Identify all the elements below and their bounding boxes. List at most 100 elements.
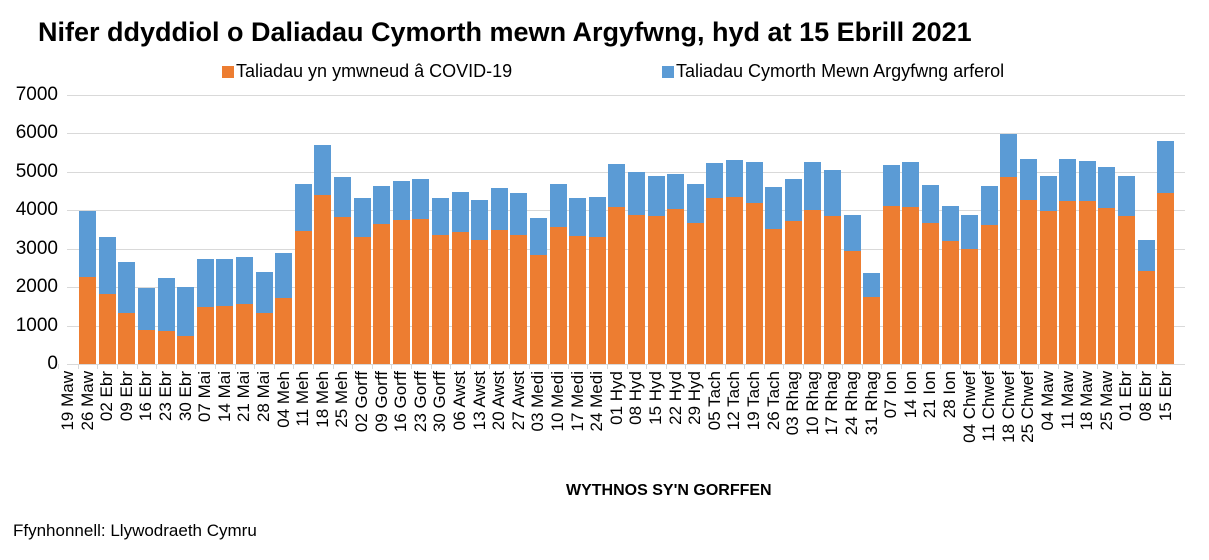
x-tick-label: 10 Rhag bbox=[803, 371, 822, 436]
bar-segment-regular bbox=[1157, 141, 1174, 193]
bar-segment-covid bbox=[99, 294, 116, 364]
x-tick-mark bbox=[254, 364, 255, 369]
x-tick-mark bbox=[489, 364, 490, 369]
stacked-bar bbox=[471, 200, 488, 364]
bar-segment-covid bbox=[158, 331, 175, 364]
legend-item-regular: Taliadau Cymorth Mewn Argyfwng arferol bbox=[662, 61, 1004, 82]
x-tick-label: 24 Medi bbox=[587, 371, 606, 432]
x-tick-mark bbox=[940, 364, 941, 369]
stacked-bar bbox=[589, 197, 606, 364]
bar-segment-regular bbox=[1040, 176, 1057, 212]
bar-segment-regular bbox=[295, 183, 312, 232]
x-tick-mark bbox=[921, 364, 922, 369]
stacked-bar bbox=[295, 183, 312, 364]
bar-segment-covid bbox=[216, 306, 233, 364]
x-tick-label: 18 Maw bbox=[1077, 371, 1096, 431]
bar-segment-covid bbox=[1079, 201, 1096, 364]
stacked-bar bbox=[393, 181, 410, 364]
stacked-bar bbox=[1040, 176, 1057, 364]
y-tick-label: 1000 bbox=[15, 315, 58, 336]
x-tick-label: 15 Ebr bbox=[1156, 371, 1175, 422]
x-tick-label: 18 Chwef bbox=[999, 371, 1018, 443]
bar-segment-covid bbox=[471, 240, 488, 364]
x-tick-label: 08 Ebr bbox=[1136, 371, 1155, 422]
bar-segment-regular bbox=[79, 210, 96, 278]
stacked-bar bbox=[314, 144, 331, 364]
x-tick-label: 05 Tach bbox=[705, 371, 724, 431]
bar-segment-regular bbox=[452, 192, 469, 232]
gridline bbox=[67, 249, 1185, 250]
stacked-bar bbox=[902, 162, 919, 364]
y-tick-label: 5000 bbox=[15, 161, 58, 182]
bar-segment-covid bbox=[334, 216, 351, 364]
stacked-bar bbox=[628, 171, 645, 364]
bar-segment-covid bbox=[687, 222, 704, 364]
stacked-bar bbox=[883, 164, 900, 364]
bar-segment-covid bbox=[1020, 200, 1037, 364]
x-tick-label: 25 Chwef bbox=[1018, 371, 1037, 443]
bar-segment-regular bbox=[589, 197, 606, 237]
bar-segment-regular bbox=[569, 197, 586, 237]
bar-segment-regular bbox=[706, 163, 723, 198]
x-tick-mark bbox=[1038, 364, 1039, 369]
stacked-bar bbox=[981, 186, 998, 364]
x-tick-label: 25 Meh bbox=[332, 371, 351, 428]
x-tick-label: 06 Awst bbox=[450, 371, 469, 431]
bar-segment-covid bbox=[765, 229, 782, 364]
stacked-bar bbox=[961, 215, 978, 364]
y-tick-label: 3000 bbox=[15, 238, 58, 259]
legend: Taliadau yn ymwneud â COVID-19 Taliadau … bbox=[0, 61, 1209, 85]
legend-swatch-regular-icon bbox=[662, 65, 674, 78]
stacked-bar bbox=[1020, 158, 1037, 364]
bar-segment-regular bbox=[961, 215, 978, 250]
x-tick-mark bbox=[117, 364, 118, 369]
x-tick-label: 21 Ion bbox=[920, 371, 939, 419]
stacked-bar bbox=[942, 206, 959, 364]
y-tick-label: 2000 bbox=[15, 276, 58, 297]
bar-segment-covid bbox=[1138, 270, 1155, 364]
x-tick-label: 08 Hyd bbox=[626, 371, 645, 425]
x-tick-mark bbox=[470, 364, 471, 369]
x-tick-mark bbox=[862, 364, 863, 369]
bar-segment-covid bbox=[883, 206, 900, 364]
bar-segment-regular bbox=[491, 187, 508, 230]
stacked-bar bbox=[138, 288, 155, 364]
bar-segment-covid bbox=[530, 255, 547, 364]
bar-segment-covid bbox=[785, 221, 802, 364]
bar-segment-covid bbox=[236, 304, 253, 364]
bar-segment-regular bbox=[118, 262, 135, 314]
bar-segment-regular bbox=[393, 181, 410, 221]
bar-segment-regular bbox=[687, 183, 704, 223]
x-tick-mark bbox=[215, 364, 216, 369]
legend-label-regular: Taliadau Cymorth Mewn Argyfwng arferol bbox=[676, 61, 1005, 81]
legend-swatch-covid-icon bbox=[222, 65, 234, 78]
bar-segment-regular bbox=[314, 144, 331, 195]
stacked-bar bbox=[1079, 161, 1096, 364]
x-tick-label: 11 Chwef bbox=[979, 371, 998, 442]
bar-segment-covid bbox=[589, 236, 606, 364]
bar-segment-regular bbox=[726, 159, 743, 198]
x-tick-mark bbox=[1156, 364, 1157, 369]
x-tick-label: 03 Rhag bbox=[783, 371, 802, 436]
x-tick-mark bbox=[352, 364, 353, 369]
bar-segment-regular bbox=[275, 253, 292, 299]
bar-segment-regular bbox=[981, 186, 998, 226]
stacked-bar bbox=[1098, 167, 1115, 364]
x-tick-mark bbox=[979, 364, 980, 369]
gridline bbox=[67, 210, 1185, 211]
x-tick-mark bbox=[156, 364, 157, 369]
x-tick-label: 01 Hyd bbox=[607, 371, 626, 425]
x-tick-mark bbox=[842, 364, 843, 369]
bar-segment-regular bbox=[412, 178, 429, 219]
x-tick-mark bbox=[58, 364, 59, 369]
bar-segment-regular bbox=[902, 162, 919, 207]
bar-segment-covid bbox=[1098, 207, 1115, 364]
x-tick-label: 09 Gorff bbox=[372, 371, 391, 433]
x-tick-mark bbox=[333, 364, 334, 369]
x-tick-label: 23 Gorff bbox=[411, 371, 430, 433]
x-tick-label: 30 Gorff bbox=[430, 371, 449, 433]
stacked-bar bbox=[99, 237, 116, 364]
x-tick-mark bbox=[587, 364, 588, 369]
bar-segment-regular bbox=[1118, 176, 1135, 217]
gridline bbox=[67, 287, 1185, 288]
